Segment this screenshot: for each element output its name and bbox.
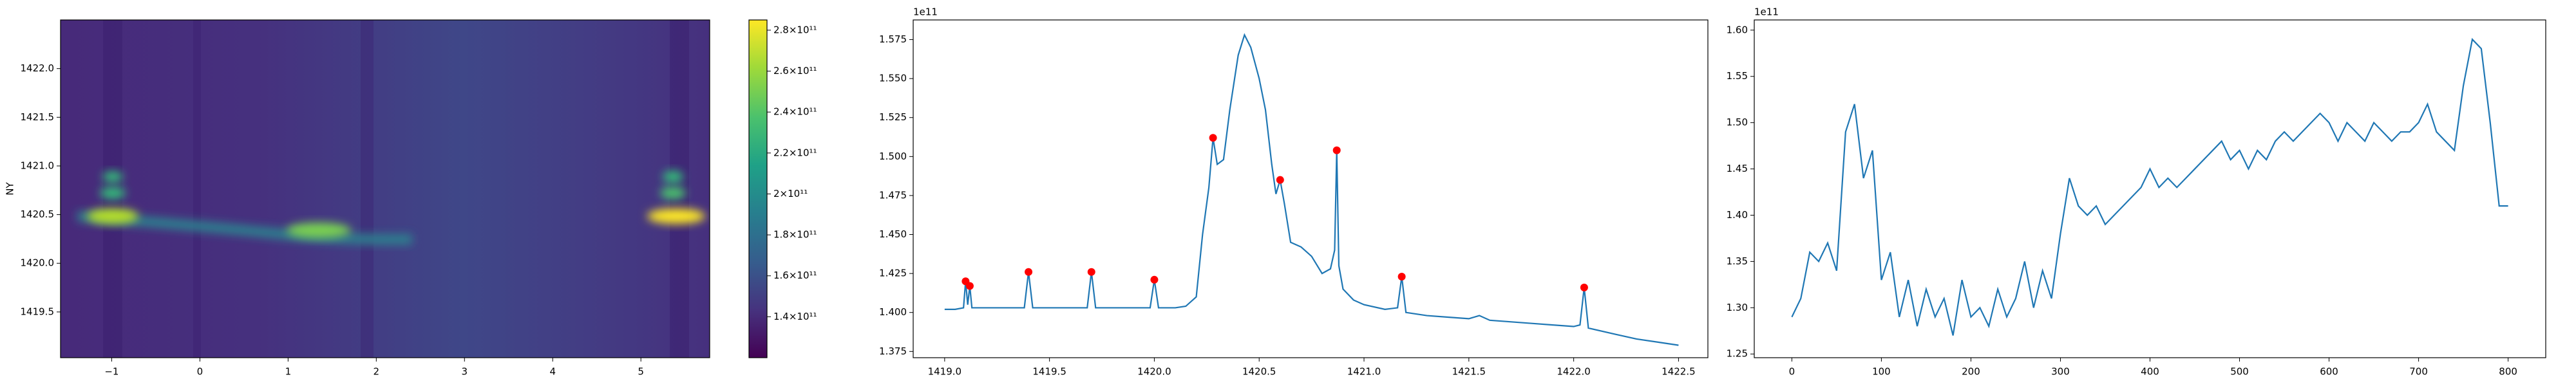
y-tick-label: 1.25	[1727, 348, 1748, 360]
x-tick-label: 1419.0	[928, 366, 962, 378]
x-tick-label: 3	[461, 366, 468, 378]
x-tick-label: 800	[2499, 366, 2517, 378]
line	[944, 33, 1679, 346]
y-tick-label: 1419.5	[21, 306, 55, 317]
x-tick-label: 600	[2320, 366, 2338, 378]
colorbar-tick-label: 1.8×10¹¹	[773, 229, 817, 241]
x-tick-label: 200	[1962, 366, 1980, 378]
peak-marker	[1580, 283, 1588, 291]
x-tick-label: 1422.0	[1557, 366, 1591, 378]
y-tick-label: 1.400	[879, 306, 907, 318]
colorbar-tick-label: 2×10¹¹	[773, 188, 808, 199]
y-tick-label: 1.50	[1727, 116, 1748, 128]
x-tick-label: 1420.0	[1137, 366, 1171, 378]
axes-frame	[913, 19, 1709, 358]
y-axis-label: NY	[5, 181, 16, 195]
x-tick-label: 700	[2409, 366, 2428, 378]
peak-marker	[1025, 268, 1033, 276]
colorbar-tick-label: 2.6×10¹¹	[773, 65, 817, 77]
colorbar-tick-label: 2.2×10¹¹	[773, 147, 817, 158]
y-tick-label: 1.500	[879, 151, 907, 162]
y-tick-label: 1.475	[879, 189, 907, 201]
heatmap-image	[61, 20, 710, 358]
colorbar-frame	[748, 19, 768, 358]
y-tick-label: 1.450	[879, 228, 907, 240]
x-tick-label: 300	[2051, 366, 2070, 378]
peak-marker	[1087, 268, 1095, 276]
colorbar-tick-label: 2.4×10¹¹	[773, 106, 817, 118]
offset-text: 1e11	[913, 6, 938, 18]
x-tick-label: 400	[2141, 366, 2159, 378]
x-tick-label: 2	[374, 366, 380, 378]
peak-marker	[1276, 176, 1284, 184]
y-tick-label: 1421.0	[21, 160, 55, 171]
y-tick-label: 1.45	[1727, 163, 1748, 174]
y-tick-label: 1422.0	[21, 62, 55, 74]
peak-marker	[1397, 272, 1406, 280]
y-tick-label: 1.40	[1727, 209, 1748, 221]
x-tick-label: 1421.0	[1347, 366, 1381, 378]
y-tick-label: 1.525	[879, 111, 907, 123]
y-tick-label: 1.35	[1727, 255, 1748, 267]
peak-marker	[1332, 146, 1341, 154]
y-tick-label: 1.425	[879, 268, 907, 279]
peak-marker	[1209, 134, 1217, 142]
y-tick-label: 1.60	[1727, 24, 1748, 35]
x-tick-label: −1	[104, 366, 118, 378]
y-tick-label: 1420.0	[21, 257, 55, 269]
y-tick-label: 1.55	[1727, 70, 1748, 82]
offset-text: 1e11	[1754, 6, 1779, 18]
colorbar-tick-label: 1.6×10¹¹	[773, 270, 817, 281]
x-tick-label: 1419.5	[1032, 366, 1066, 378]
x-tick-label: 100	[1872, 366, 1891, 378]
y-tick-label: 1.30	[1727, 302, 1748, 313]
y-tick-label: 1.575	[879, 33, 907, 45]
peak-marker	[965, 282, 974, 290]
x-tick-label: 1420.5	[1242, 366, 1276, 378]
axes-frame	[1754, 19, 2546, 358]
line	[1791, 37, 2508, 336]
x-tick-label: 1422.5	[1662, 366, 1696, 378]
x-tick-label: 5	[638, 366, 644, 378]
x-tick-label: 4	[549, 366, 556, 378]
colorbar-tick-label: 1.4×10¹¹	[773, 311, 817, 322]
axes-frame	[60, 19, 710, 358]
y-tick-label: 1.550	[879, 73, 907, 84]
x-tick-label: 1	[285, 366, 292, 378]
y-tick-label: 1.375	[879, 345, 907, 357]
x-tick-label: 0	[197, 366, 204, 378]
x-tick-label: 1421.5	[1452, 366, 1486, 378]
peak-marker	[1150, 275, 1159, 284]
colorbar	[749, 20, 767, 358]
y-tick-label: 1421.5	[21, 111, 55, 123]
x-tick-label: 0	[1789, 366, 1795, 378]
x-tick-label: 500	[2230, 366, 2249, 378]
y-tick-label: 1420.5	[21, 208, 55, 220]
colorbar-tick-label: 2.8×10¹¹	[773, 24, 817, 35]
